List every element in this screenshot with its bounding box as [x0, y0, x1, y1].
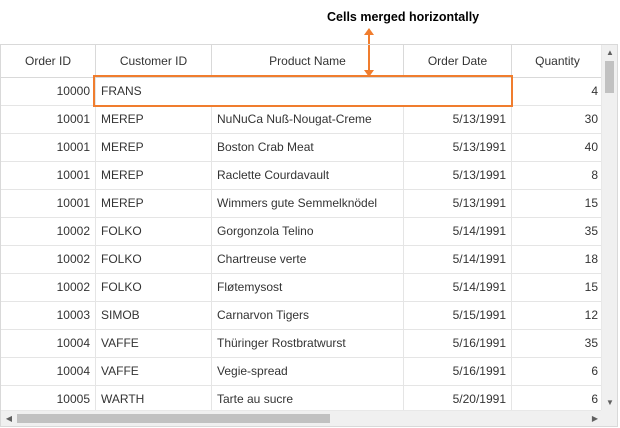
scroll-up-icon[interactable]: ▲: [606, 48, 614, 57]
quantity-cell[interactable]: 18: [584, 252, 598, 266]
customer-id-cell[interactable]: FOLKO: [96, 274, 212, 301]
header-row: Order ID Customer ID Product Name Order …: [1, 45, 603, 78]
order-date-cell[interactable]: 5/16/1991: [404, 330, 512, 357]
order-date-cell[interactable]: 5/13/1991: [404, 134, 512, 161]
merged-cell[interactable]: FRANS: [96, 78, 512, 105]
order-id-cell[interactable]: 10003: [1, 302, 96, 329]
customer-id-cell[interactable]: FOLKO: [96, 218, 212, 245]
arrow-up-icon: [364, 28, 374, 35]
column-header-quantity[interactable]: Quantity: [535, 54, 580, 68]
product-name-cell[interactable]: Thüringer Rostbratwurst: [212, 330, 404, 357]
quantity-cell[interactable]: 35: [584, 224, 598, 238]
customer-id-cell[interactable]: SIMOB: [96, 302, 212, 329]
order-date-cell[interactable]: 5/13/1991: [404, 106, 512, 133]
order-date-cell[interactable]: 5/14/1991: [404, 274, 512, 301]
scroll-right-icon[interactable]: ▶: [591, 414, 599, 423]
customer-id-cell[interactable]: MEREP: [96, 106, 212, 133]
horizontal-scrollbar[interactable]: ◀ ▶: [1, 410, 603, 426]
product-name-cell[interactable]: Vegie-spread: [212, 358, 404, 385]
grid-viewport: Order ID Customer ID Product Name Order …: [1, 45, 603, 411]
product-name-cell[interactable]: Gorgonzola Telino: [212, 218, 404, 245]
data-grid: Order ID Customer ID Product Name Order …: [0, 44, 618, 427]
quantity-cell[interactable]: 6: [591, 364, 598, 378]
order-id-cell[interactable]: 10001: [1, 106, 96, 133]
order-id-cell[interactable]: 10004: [1, 358, 96, 385]
table-row[interactable]: 10005 WARTH Tarte au sucre 5/20/1991 6: [1, 386, 603, 411]
order-id-cell[interactable]: 10002: [1, 218, 96, 245]
order-id-cell[interactable]: 10002: [1, 274, 96, 301]
order-date-cell[interactable]: 5/13/1991: [404, 162, 512, 189]
scrollbar-corner: [601, 410, 617, 426]
column-header-product-name[interactable]: Product Name: [212, 45, 404, 77]
scroll-down-icon[interactable]: ▼: [606, 398, 614, 407]
quantity-cell[interactable]: 6: [591, 392, 598, 406]
order-id-cell[interactable]: 10001: [1, 190, 96, 217]
quantity-cell[interactable]: 12: [584, 308, 598, 322]
customer-id-cell[interactable]: MEREP: [96, 134, 212, 161]
customer-id-cell[interactable]: VAFFE: [96, 358, 212, 385]
table-row[interactable]: 10004 VAFFE Thüringer Rostbratwurst 5/16/19…: [1, 330, 603, 358]
order-id-cell[interactable]: 10002: [1, 246, 96, 273]
rows-container: 10001 MEREP NuNuCa Nuß-Nougat-Creme 5/13/19…: [1, 106, 603, 411]
product-name-cell[interactable]: NuNuCa Nuß-Nougat-Creme: [212, 106, 404, 133]
order-date-cell[interactable]: 5/16/1991: [404, 358, 512, 385]
vertical-scroll-thumb[interactable]: [605, 61, 614, 93]
table-row[interactable]: 10001 MEREP Boston Crab Meat 5/13/1991 40: [1, 134, 603, 162]
product-name-cell[interactable]: Raclette Courdavault: [212, 162, 404, 189]
table-row[interactable]: 10001 MEREP Raclette Courdavault 5/13/1991 8: [1, 162, 603, 190]
product-name-cell[interactable]: Carnarvon Tigers: [212, 302, 404, 329]
horizontal-scroll-thumb[interactable]: [17, 414, 330, 423]
table-row[interactable]: 10001 MEREP NuNuCa Nuß-Nougat-Creme 5/13/19…: [1, 106, 603, 134]
customer-id-cell[interactable]: MEREP: [96, 190, 212, 217]
quantity-cell[interactable]: 15: [584, 196, 598, 210]
order-date-cell[interactable]: 5/14/1991: [404, 246, 512, 273]
column-header-customer-id[interactable]: Customer ID: [96, 45, 212, 77]
column-header-order-id[interactable]: Order ID: [1, 45, 96, 77]
annotation-label: Cells merged horizontally: [327, 10, 480, 24]
quantity-cell[interactable]: 40: [584, 140, 598, 154]
customer-id-cell[interactable]: FOLKO: [96, 246, 212, 273]
order-id-cell[interactable]: 10001: [1, 162, 96, 189]
quantity-cell[interactable]: 15: [584, 280, 598, 294]
product-name-cell[interactable]: Wimmers gute Semmelknödel: [212, 190, 404, 217]
order-id-cell[interactable]: 10000: [1, 78, 96, 105]
merged-row[interactable]: 10000 FRANS 4: [1, 78, 603, 106]
customer-id-cell[interactable]: MEREP: [96, 162, 212, 189]
quantity-cell[interactable]: 35: [584, 336, 598, 350]
order-id-cell[interactable]: 10004: [1, 330, 96, 357]
table-row[interactable]: 10002 FOLKO Chartreuse verte 5/14/1991 18: [1, 246, 603, 274]
product-name-cell[interactable]: Tarte au sucre: [212, 386, 404, 411]
table-row[interactable]: 10001 MEREP Wimmers gute Semmelknödel 5/13/…: [1, 190, 603, 218]
customer-id-cell[interactable]: WARTH: [96, 386, 212, 411]
table-row[interactable]: 10003 SIMOB Carnarvon Tigers 5/15/1991 12: [1, 302, 603, 330]
arrow-down-icon: [364, 70, 374, 77]
table-row[interactable]: 10004 VAFFE Vegie-spread 5/16/1991 6: [1, 358, 603, 386]
product-name-cell[interactable]: Boston Crab Meat: [212, 134, 404, 161]
product-name-cell[interactable]: Fløtemysost: [212, 274, 404, 301]
quantity-cell[interactable]: 8: [591, 168, 598, 182]
table-row[interactable]: 10002 FOLKO Gorgonzola Telino 5/14/1991 35: [1, 218, 603, 246]
vertical-scrollbar[interactable]: ▲ ▼: [601, 45, 617, 411]
table-row[interactable]: 10002 FOLKO Fløtemysost 5/14/1991 15: [1, 274, 603, 302]
order-date-cell[interactable]: 5/14/1991: [404, 218, 512, 245]
order-id-cell[interactable]: 10005: [1, 386, 96, 411]
order-date-cell[interactable]: 5/15/1991: [404, 302, 512, 329]
order-date-cell[interactable]: 5/20/1991: [404, 386, 512, 411]
scroll-left-icon[interactable]: ◀: [5, 414, 13, 423]
quantity-cell[interactable]: 30: [584, 112, 598, 126]
annotation-arrow: [368, 33, 370, 73]
customer-id-cell[interactable]: VAFFE: [96, 330, 212, 357]
column-header-order-date[interactable]: Order Date: [404, 45, 512, 77]
order-date-cell[interactable]: 5/13/1991: [404, 190, 512, 217]
quantity-cell[interactable]: 4: [591, 84, 598, 98]
product-name-cell[interactable]: Chartreuse verte: [212, 246, 404, 273]
order-id-cell[interactable]: 10001: [1, 134, 96, 161]
